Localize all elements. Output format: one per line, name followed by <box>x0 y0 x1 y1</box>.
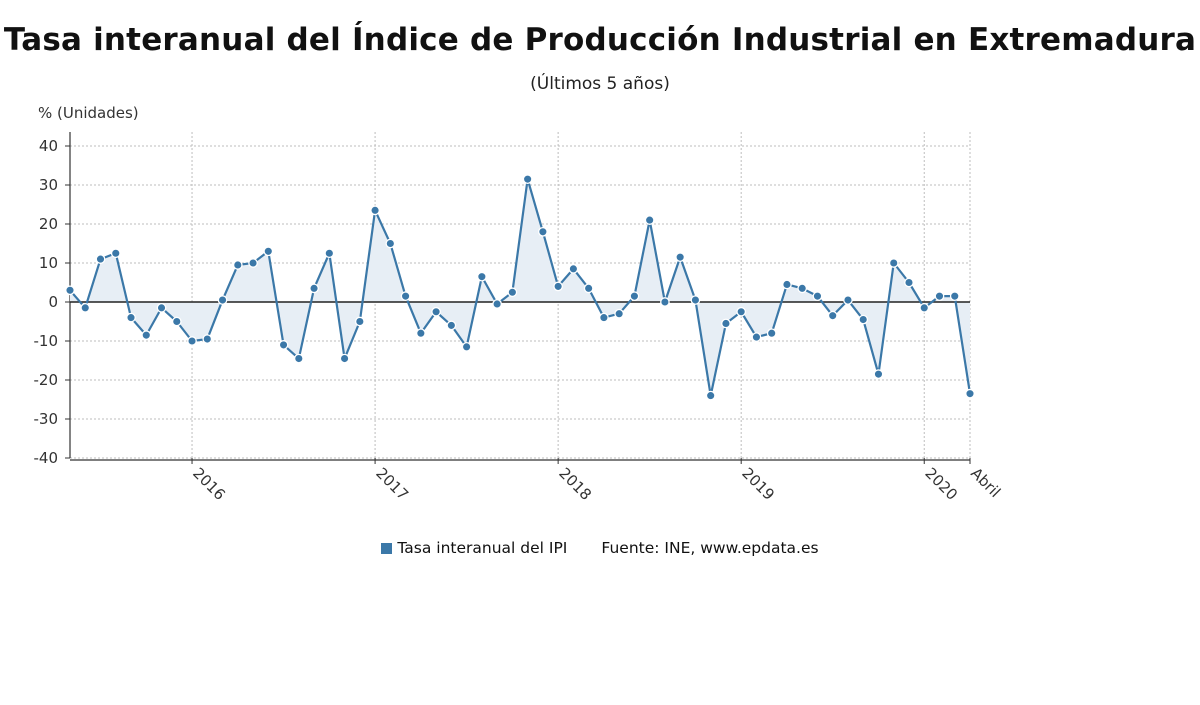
y-tick-label: -20 <box>34 371 59 389</box>
data-point <box>736 306 747 317</box>
y-tick-label: -30 <box>34 410 59 428</box>
data-point <box>827 310 838 321</box>
legend-swatch <box>381 543 393 554</box>
data-point <box>278 340 289 350</box>
data-point <box>797 283 808 294</box>
data-point <box>400 291 411 301</box>
data-point <box>965 388 975 399</box>
legend: Tasa interanual del IPI Fuente: INE, www.… <box>0 539 1200 557</box>
data-point <box>675 252 686 262</box>
data-point <box>415 328 426 339</box>
data-point <box>949 291 960 301</box>
data-point <box>248 258 258 268</box>
data-point <box>873 369 884 379</box>
data-point <box>446 320 457 331</box>
data-point <box>339 353 350 364</box>
data-point <box>141 330 152 340</box>
data-point <box>309 283 319 294</box>
data-point <box>385 238 396 249</box>
data-point <box>202 334 213 344</box>
chart-subtitle: (Últimos 5 años) <box>530 74 670 94</box>
chart-title: Tasa interanual del Índice de Producción… <box>3 22 1197 58</box>
data-point <box>705 390 716 401</box>
data-point <box>843 295 853 305</box>
data-point <box>354 316 365 327</box>
data-point <box>538 226 548 237</box>
data-point <box>126 312 136 323</box>
data-point <box>324 248 335 259</box>
y-tick-label: 0 <box>48 293 58 311</box>
data-point <box>293 353 304 364</box>
y-tick-label: 20 <box>39 215 58 233</box>
data-point <box>95 254 106 264</box>
data-point <box>263 246 274 257</box>
data-point <box>599 312 609 323</box>
data-point <box>721 318 731 329</box>
data-point <box>507 287 518 298</box>
legend-series-label: Tasa interanual del IPI <box>397 539 568 557</box>
x-tick-label: 2016 <box>189 464 229 504</box>
data-point <box>431 306 441 317</box>
x-tick-label: 2020 <box>921 464 961 504</box>
data-point <box>766 328 777 339</box>
data-point <box>690 295 701 305</box>
source-note: Fuente: INE, www.epdata.es <box>601 539 819 557</box>
data-point <box>812 291 823 301</box>
data-point <box>461 341 472 352</box>
data-point <box>644 215 655 225</box>
data-point <box>80 302 91 313</box>
data-point <box>858 314 869 325</box>
data-point <box>660 297 670 307</box>
y-tick-label: -40 <box>34 449 59 467</box>
data-point <box>492 299 502 309</box>
y-tick-label: -10 <box>34 332 59 350</box>
y-tick-label: 30 <box>39 176 58 194</box>
y-tick-label: 40 <box>39 137 58 155</box>
data-point <box>629 291 640 301</box>
data-point <box>751 332 762 342</box>
y-tick-label: 10 <box>39 254 58 272</box>
data-point <box>477 271 487 282</box>
data-point <box>568 263 579 274</box>
data-point <box>217 295 228 305</box>
data-point <box>614 308 625 319</box>
data-point <box>156 302 167 313</box>
series-area <box>70 179 970 396</box>
data-point <box>904 277 914 288</box>
data-point <box>553 281 563 292</box>
data-point <box>919 302 930 313</box>
data-point <box>110 248 121 259</box>
data-point <box>232 260 243 270</box>
y-axis-label: % (Unidades) <box>38 104 139 122</box>
data-point <box>171 316 182 327</box>
data-point <box>934 291 945 301</box>
data-point <box>888 258 899 268</box>
data-point <box>782 279 792 290</box>
data-point <box>583 283 594 294</box>
x-tick-label: 2019 <box>738 464 778 504</box>
data-point <box>370 205 380 216</box>
data-point <box>522 174 533 184</box>
data-point <box>187 336 197 346</box>
x-tick-label: 2018 <box>555 464 595 504</box>
data-point <box>65 285 75 296</box>
x-tick-label: 2017 <box>372 464 412 504</box>
x-tick-label: Abril <box>967 464 1004 501</box>
